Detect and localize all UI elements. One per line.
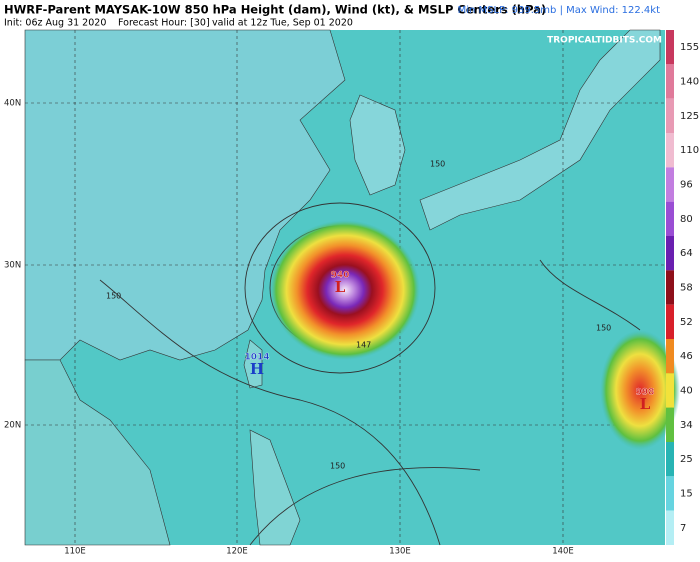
center-pressure: 1014 [244, 353, 269, 363]
colorbar-label: 15 [680, 489, 693, 500]
lon-label: 120E [226, 547, 248, 557]
colorbar-label: 34 [680, 420, 693, 431]
colorbar-label: 80 [680, 214, 693, 225]
colorbar-label: 25 [680, 454, 693, 465]
title: HWRF-Parent MAYSAK-10W 850 hPa Height (d… [4, 3, 546, 17]
contour-label: 150 [330, 462, 345, 471]
colorbar-swatch [666, 236, 674, 271]
colorbar-label: 140 [680, 77, 699, 88]
colorbar-swatch [666, 270, 674, 305]
colorbar-label: 125 [680, 111, 699, 122]
contour-label-group: 150 150 150 147 150 [106, 160, 611, 471]
colorbar-swatch [666, 64, 674, 99]
colorbar-label: 110 [680, 145, 699, 156]
contour [99, 279, 441, 546]
land-japan [419, 29, 661, 231]
colorbar-swatch [666, 304, 674, 339]
colorbar-swatch [666, 201, 674, 236]
colorbar-label: 58 [680, 283, 693, 294]
contour-label: 150 [430, 160, 445, 169]
contour [244, 202, 436, 374]
graticule-labels: 40N 30N 20N 110E 120E 130E 140E [4, 99, 574, 557]
center-symbol: L [640, 395, 651, 413]
colorbar-swatch [666, 167, 674, 202]
center-symbol: H [250, 360, 264, 378]
colorbar-swatch [666, 476, 674, 511]
center-pressure: 940 [331, 271, 350, 281]
stats: Min MSLP: 939.5mb | Max Wind: 122.4kt [458, 5, 660, 16]
center-symbol: L [335, 278, 346, 296]
storm-wind-field [270, 220, 420, 360]
lat-label: 40N [4, 99, 21, 109]
center-pressure: 998 [636, 388, 655, 398]
contour-label: 150 [106, 292, 121, 301]
colorbar-swatch [666, 510, 674, 545]
colorbar-swatch [666, 407, 674, 442]
colorbar-label: 155 [680, 42, 699, 53]
land-indochina [24, 359, 171, 546]
forecast-hour: Forecast Hour: [30] [118, 18, 210, 29]
site: TROPICALTIDBITS.COM [547, 36, 662, 46]
colorbar-label: 40 [680, 386, 693, 397]
contour-label: 150 [596, 324, 611, 333]
colorbar-swatch [666, 373, 674, 408]
colorbar-swatch [666, 133, 674, 168]
colorbar-swatch [666, 339, 674, 374]
colorbar-label: 7 [680, 523, 686, 534]
colorbar-swatch [666, 98, 674, 133]
contour-label: 147 [356, 341, 371, 350]
colorbar-label: 52 [680, 317, 693, 328]
land-mainland [24, 29, 346, 361]
storm-wind-field [600, 330, 680, 450]
colorbar-swatch [666, 30, 674, 65]
lat-label: 20N [4, 421, 21, 431]
land-korea [349, 94, 406, 196]
init: Init: 06z Aug 31 2020 [4, 18, 106, 29]
valid-time: valid at 12z Tue, Sep 01 2020 [212, 18, 353, 29]
land-philippines [249, 429, 301, 546]
colorbar-label: 64 [680, 248, 693, 259]
lat-label: 30N [4, 261, 21, 271]
lon-label: 110E [64, 547, 86, 557]
colorbar-label: 46 [680, 351, 693, 362]
contour [539, 259, 641, 331]
colorbar-swatch [666, 442, 674, 477]
lon-label: 140E [552, 547, 574, 557]
contour [249, 467, 481, 546]
colorbar: 155 140 125 110 96 80 64 58 52 46 40 34 25 15 7 [666, 30, 699, 545]
colorbar-label: 96 [680, 180, 693, 191]
lon-label: 130E [389, 547, 411, 557]
land-taiwan [243, 339, 263, 389]
